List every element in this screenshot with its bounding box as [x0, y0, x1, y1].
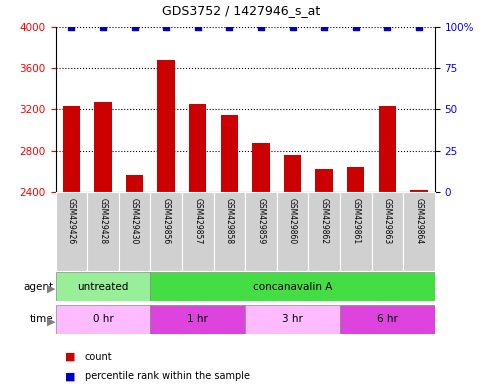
- Text: GSM429859: GSM429859: [256, 198, 266, 245]
- Text: agent: agent: [23, 282, 53, 292]
- Point: [99, 24, 107, 30]
- Bar: [56, 192, 87, 271]
- Text: ▶: ▶: [46, 284, 55, 294]
- Point: [257, 24, 265, 30]
- Bar: [87, 192, 119, 271]
- Point: [289, 24, 297, 30]
- Point: [68, 24, 75, 30]
- Text: 0 hr: 0 hr: [93, 314, 114, 324]
- Bar: [63, 106, 80, 192]
- Text: GSM429863: GSM429863: [383, 198, 392, 245]
- Text: GSM429856: GSM429856: [162, 198, 170, 245]
- Point: [194, 24, 201, 30]
- Bar: [347, 167, 364, 192]
- Text: percentile rank within the sample: percentile rank within the sample: [85, 371, 250, 381]
- Text: GSM429426: GSM429426: [67, 198, 76, 245]
- Point: [226, 24, 233, 30]
- Bar: [150, 192, 182, 271]
- Bar: [410, 190, 427, 192]
- Bar: [277, 192, 308, 271]
- Text: GSM429857: GSM429857: [193, 198, 202, 245]
- Text: 6 hr: 6 hr: [377, 314, 398, 324]
- Text: 3 hr: 3 hr: [282, 314, 303, 324]
- Point: [415, 24, 423, 30]
- Text: concanavalin A: concanavalin A: [253, 282, 332, 292]
- Text: time: time: [29, 314, 53, 324]
- Bar: [340, 305, 435, 334]
- Bar: [371, 192, 403, 271]
- Text: GSM429864: GSM429864: [414, 198, 424, 245]
- Bar: [221, 114, 238, 192]
- Bar: [245, 305, 340, 334]
- Bar: [245, 192, 277, 271]
- Point: [384, 24, 391, 30]
- Text: 1 hr: 1 hr: [187, 314, 208, 324]
- Bar: [157, 60, 175, 192]
- Bar: [213, 192, 245, 271]
- Bar: [94, 102, 112, 192]
- Point: [352, 24, 359, 30]
- Bar: [379, 106, 396, 192]
- Point: [162, 24, 170, 30]
- Point: [320, 24, 328, 30]
- Text: ■: ■: [65, 352, 76, 362]
- Text: GSM429858: GSM429858: [225, 198, 234, 245]
- Text: ■: ■: [65, 371, 76, 381]
- Text: GSM429428: GSM429428: [99, 198, 107, 245]
- Text: GDS3752 / 1427946_s_at: GDS3752 / 1427946_s_at: [162, 4, 321, 17]
- Bar: [308, 192, 340, 271]
- Bar: [252, 144, 270, 192]
- Text: GSM429430: GSM429430: [130, 198, 139, 245]
- Text: GSM429861: GSM429861: [351, 198, 360, 245]
- Bar: [340, 192, 371, 271]
- Text: GSM429860: GSM429860: [288, 198, 297, 245]
- Bar: [182, 192, 213, 271]
- Bar: [56, 305, 150, 334]
- Point: [131, 24, 139, 30]
- Bar: [56, 272, 150, 301]
- Bar: [126, 175, 143, 192]
- Text: untreated: untreated: [77, 282, 128, 292]
- Bar: [150, 272, 435, 301]
- Bar: [150, 305, 245, 334]
- Bar: [119, 192, 150, 271]
- Text: ▶: ▶: [46, 316, 55, 326]
- Bar: [315, 169, 333, 192]
- Bar: [284, 155, 301, 192]
- Text: count: count: [85, 352, 112, 362]
- Bar: [189, 104, 206, 192]
- Text: GSM429862: GSM429862: [320, 198, 328, 245]
- Bar: [403, 192, 435, 271]
